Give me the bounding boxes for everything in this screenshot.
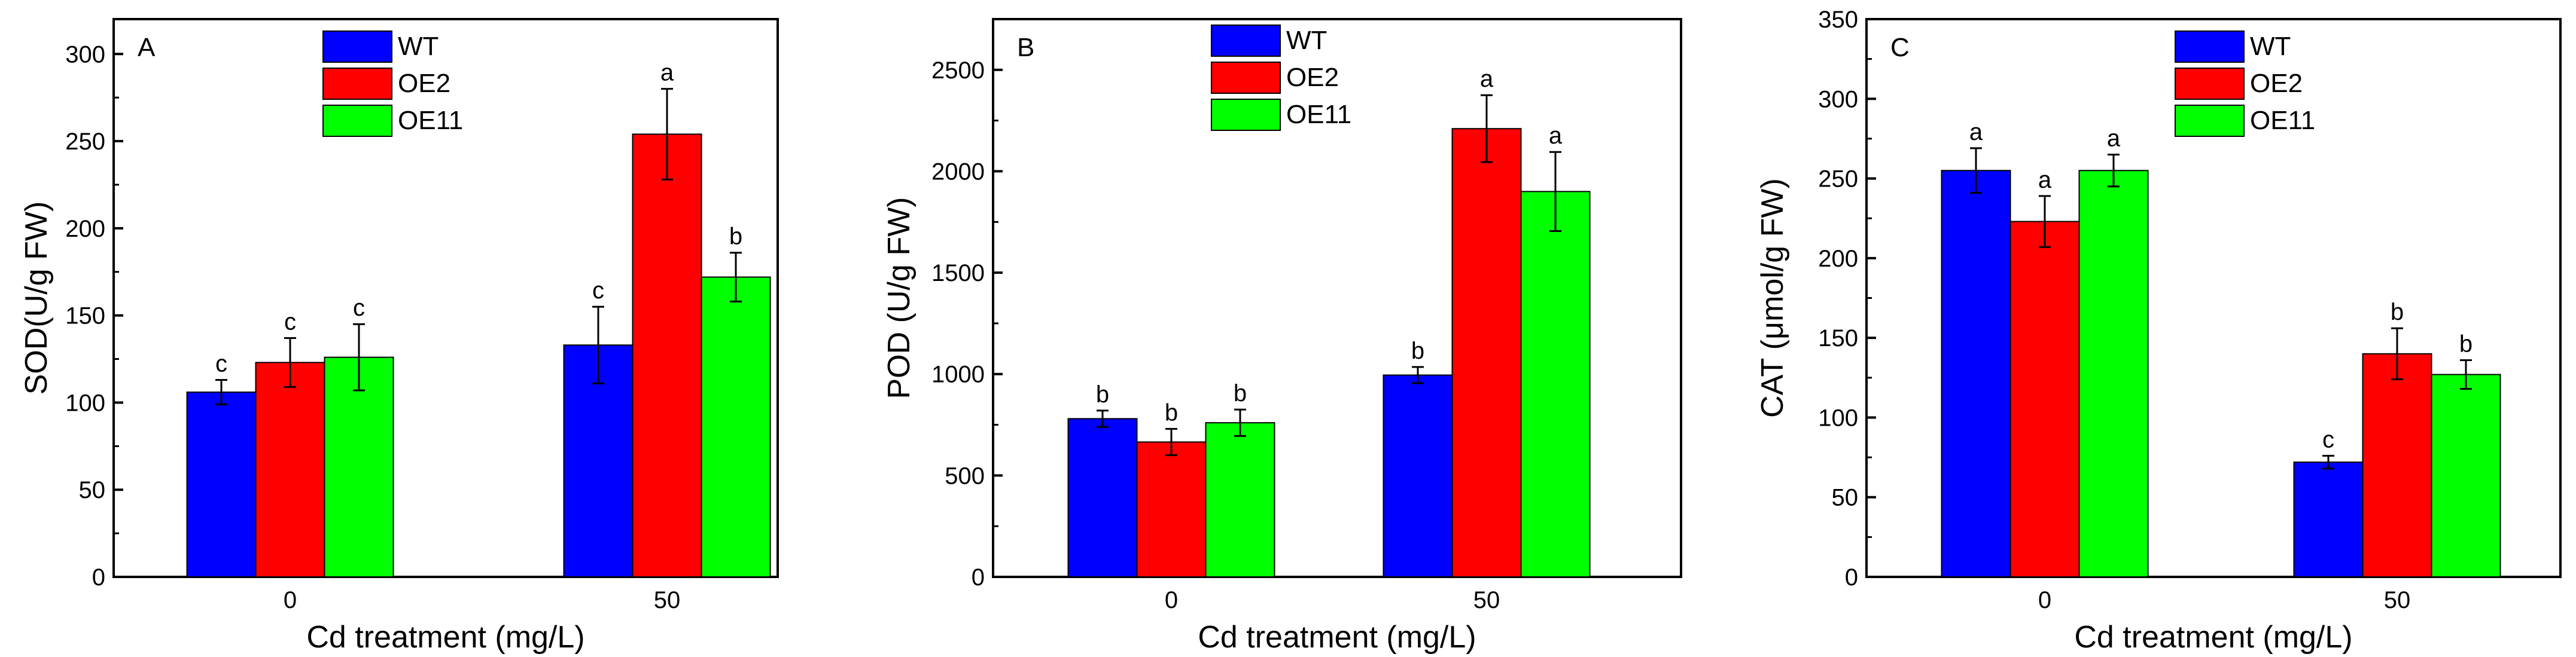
significance-letter: c	[215, 351, 227, 377]
y-axis-title: POD (U/g FW)	[882, 197, 916, 399]
significance-letter: a	[2038, 167, 2052, 193]
significance-letter: b	[2391, 299, 2404, 325]
legend-swatch	[2175, 105, 2245, 137]
y-tick-label: 50	[1832, 485, 1859, 511]
x-tick-label: 0	[284, 587, 297, 613]
bar	[1067, 418, 1138, 577]
y-tick-label: 1000	[931, 362, 985, 388]
y-tick-label: 0	[1845, 564, 1858, 591]
panel-label: B	[1017, 33, 1034, 62]
x-tick-label: 50	[654, 587, 681, 613]
bar	[1205, 422, 1275, 577]
significance-letter: a	[1480, 66, 1494, 92]
legend-swatch	[322, 68, 392, 100]
chart-panel-A: 0 50 100 150 200 250 300 0 50 c c c a c b A WT OE2 OE11 Cd …	[19, 18, 779, 655]
y-tick-label: 2500	[931, 57, 985, 84]
x-tick-label: 0	[1165, 587, 1178, 613]
significance-letter: b	[2459, 331, 2473, 357]
x-tick-label: 50	[2384, 587, 2411, 613]
y-tick-label: 0	[92, 564, 105, 591]
legend-label: WT	[1286, 26, 1327, 55]
y-tick-label: 150	[65, 303, 105, 329]
legend-label: OE11	[398, 106, 463, 135]
legend-swatch	[322, 105, 392, 137]
y-tick-label: 100	[1818, 405, 1858, 431]
legend-label: OE2	[2250, 69, 2303, 98]
bar	[186, 391, 257, 577]
legend-label: OE11	[2250, 106, 2315, 135]
legend-swatch	[2175, 68, 2245, 100]
y-tick-label: 250	[65, 129, 105, 155]
y-tick-label: 1500	[931, 260, 985, 286]
significance-letter: a	[1549, 123, 1563, 149]
y-tick-label: 2000	[931, 158, 985, 185]
y-tick-label: 200	[65, 216, 105, 242]
legend-label: WT	[398, 32, 439, 61]
significance-letter: b	[1096, 381, 1109, 408]
y-axis-title: SOD(U/g FW)	[19, 201, 54, 395]
chart-panel-C: 0 50 100 150 200 250 300 350 0 50 a c a b a b C WT OE2 OE11…	[1755, 7, 2562, 655]
significance-letter: c	[284, 309, 296, 335]
bar	[1451, 128, 1522, 577]
y-tick-label: 50	[79, 477, 106, 503]
bar	[2431, 374, 2501, 577]
y-tick-label: 350	[1818, 7, 1858, 33]
bar	[255, 362, 325, 577]
legend-swatch	[322, 30, 392, 63]
bar	[1520, 191, 1591, 577]
x-axis-title: Cd treatment (mg/L)	[1198, 620, 1476, 655]
legend-label: OE11	[1286, 100, 1351, 129]
significance-letter: c	[353, 295, 365, 321]
significance-letter: a	[2107, 126, 2121, 152]
y-tick-label: 0	[972, 564, 985, 591]
y-tick-label: 250	[1818, 166, 1858, 192]
panel-label: A	[138, 33, 156, 62]
y-tick-label: 200	[1818, 246, 1858, 272]
legend-label: OE2	[398, 69, 450, 98]
bar	[1941, 170, 2011, 577]
bar	[701, 276, 771, 577]
y-tick-label: 300	[1818, 86, 1858, 112]
significance-letter: c	[2322, 426, 2334, 453]
legend-swatch	[2175, 30, 2245, 63]
bar	[1383, 374, 1453, 577]
plot-frame	[112, 18, 779, 578]
significance-letter: a	[660, 60, 674, 86]
significance-letter: b	[1234, 380, 1247, 407]
legend-label: WT	[2250, 32, 2291, 61]
legend-swatch	[1211, 99, 1281, 131]
x-axis-title: Cd treatment (mg/L)	[306, 620, 584, 655]
x-tick-label: 50	[1473, 587, 1500, 613]
significance-letter: b	[729, 224, 742, 250]
bar	[2293, 462, 2364, 577]
significance-letter: b	[1165, 399, 1178, 426]
y-axis-title: CAT (μmol/g FW)	[1755, 178, 1790, 418]
chart-panel-B: 0 500 1000 1500 2000 2500 0 50 b b b a b a B WT OE2 OE11 C…	[882, 18, 1682, 655]
bar	[2362, 353, 2432, 577]
bar	[632, 133, 702, 577]
y-tick-label: 100	[65, 390, 105, 416]
bar	[2078, 170, 2149, 577]
y-tick-label: 500	[945, 463, 985, 489]
legend-swatch	[1211, 62, 1281, 94]
plot-frame	[992, 18, 1682, 578]
y-tick-label: 300	[65, 41, 105, 68]
legend-label: OE2	[1286, 63, 1339, 92]
x-tick-label: 0	[2038, 587, 2051, 613]
significance-letter: b	[1411, 338, 1424, 364]
significance-letter: a	[1969, 119, 1983, 145]
x-axis-title: Cd treatment (mg/L)	[2074, 620, 2352, 655]
bar	[2009, 221, 2080, 577]
significance-letter: c	[592, 277, 604, 304]
panel-label: C	[1890, 33, 1910, 62]
y-tick-label: 150	[1818, 325, 1858, 352]
bar	[1136, 441, 1207, 577]
legend-swatch	[1211, 25, 1281, 57]
